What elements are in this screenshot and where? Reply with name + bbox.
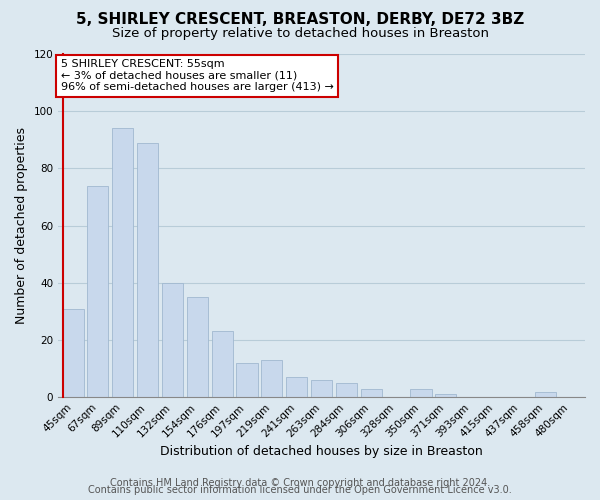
Bar	[88, 186, 109, 397]
Bar	[212, 332, 233, 397]
Bar	[162, 283, 183, 397]
Bar	[286, 377, 307, 397]
Bar	[410, 388, 431, 397]
Text: Contains HM Land Registry data © Crown copyright and database right 2024.: Contains HM Land Registry data © Crown c…	[110, 478, 490, 488]
Bar	[262, 360, 283, 397]
Bar	[336, 383, 357, 397]
Bar	[62, 308, 83, 397]
Text: Size of property relative to detached houses in Breaston: Size of property relative to detached ho…	[112, 28, 488, 40]
Bar	[137, 142, 158, 397]
Text: Contains public sector information licensed under the Open Government Licence v3: Contains public sector information licen…	[88, 485, 512, 495]
X-axis label: Distribution of detached houses by size in Breaston: Distribution of detached houses by size …	[160, 444, 483, 458]
Bar	[435, 394, 457, 397]
Bar	[535, 392, 556, 397]
Bar	[361, 388, 382, 397]
Y-axis label: Number of detached properties: Number of detached properties	[15, 127, 28, 324]
Text: 5 SHIRLEY CRESCENT: 55sqm
← 3% of detached houses are smaller (11)
96% of semi-d: 5 SHIRLEY CRESCENT: 55sqm ← 3% of detach…	[61, 59, 334, 92]
Bar	[187, 297, 208, 397]
Text: 5, SHIRLEY CRESCENT, BREASTON, DERBY, DE72 3BZ: 5, SHIRLEY CRESCENT, BREASTON, DERBY, DE…	[76, 12, 524, 28]
Bar	[311, 380, 332, 397]
Bar	[236, 363, 257, 397]
Bar	[112, 128, 133, 397]
